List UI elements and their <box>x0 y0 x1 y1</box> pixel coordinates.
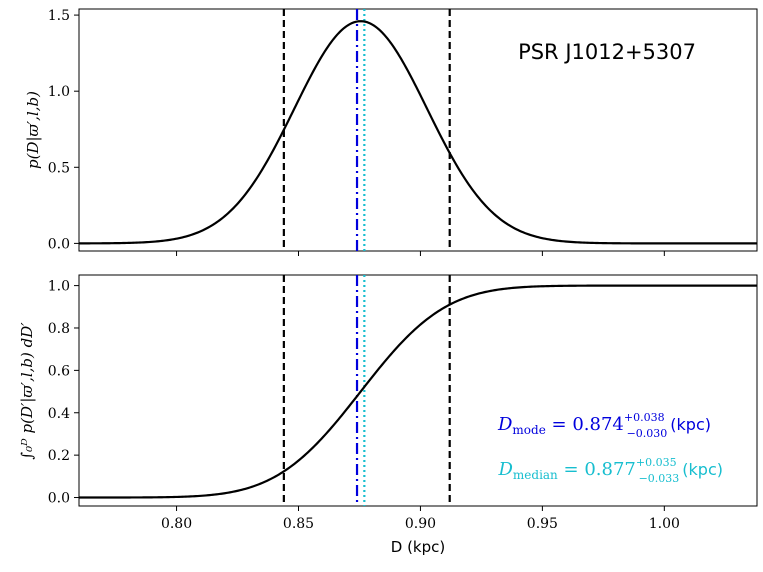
pdf-y-tick-label: 1.0 <box>48 84 70 100</box>
cdf-y-tick-label: 1.0 <box>48 279 70 295</box>
cdf-x-tick-label: 0.80 <box>161 516 192 532</box>
cdf-x-axis-ticks: 0.80 0.85 0.90 0.95 1.00 <box>161 506 680 532</box>
median-annotation: Dmedian = 0.877+0.035 −0.033 (kpc) <box>497 456 723 485</box>
cdf-x-tick-label: 0.85 <box>283 516 314 532</box>
median-symbol: D <box>497 459 513 480</box>
pdf-y-tick-label: 0.0 <box>48 236 70 252</box>
pdf-y-axis-ticks: 0.0 0.5 1.0 1.5 <box>48 8 79 252</box>
pulsar-name-title: PSR J1012+5307 <box>518 40 696 64</box>
median-subscript: median <box>513 468 558 482</box>
pdf-reference-lines <box>282 9 451 251</box>
mode-annotation: Dmode = 0.874+0.038 −0.030 (kpc) <box>497 411 711 440</box>
cdf-reference-lines <box>282 275 451 506</box>
cdf-y-tick-label: 0.4 <box>48 406 70 422</box>
pdf-panel-frame <box>78 8 758 252</box>
pdf-y-tick-label: 1.5 <box>48 8 70 24</box>
pdf-y-tick-label: 0.5 <box>48 160 70 176</box>
cdf-curve <box>79 284 757 499</box>
cdf-panel: 0.00.20.40.60.81.0 0.80 0.85 0.90 0.95 1.00 … <box>18 274 758 556</box>
cdf-x-tick-label: 0.95 <box>527 516 558 532</box>
x-axis-label: D (kpc) <box>391 538 445 556</box>
pdf-curve <box>79 20 757 245</box>
mode-lower-error: −0.030 <box>627 427 668 440</box>
cdf-y-tick-label: 0.2 <box>48 448 70 464</box>
pdf-x-axis-ticks <box>176 251 665 256</box>
mode-value: = 0.874 <box>546 414 624 435</box>
cdf-y-tick-label: 0.8 <box>48 321 70 337</box>
pdf-panel: 0.0 0.5 1.0 1.5 PSR J1012+5307 p(D|ϖ′,l,b) <box>24 8 758 256</box>
pdf-y-axis-label: p(D|ϖ′,l,b) <box>24 91 42 169</box>
median-upper-error: +0.035 <box>636 456 677 469</box>
cdf-x-tick-label: 1.00 <box>649 516 680 532</box>
mode-unit: (kpc) <box>670 415 711 434</box>
median-lower-error: −0.033 <box>639 472 680 485</box>
median-unit: (kpc) <box>682 460 723 479</box>
mode-upper-error: +0.038 <box>624 411 665 424</box>
cdf-panel-frame <box>78 274 758 507</box>
cdf-y-tick-label: 0.0 <box>48 491 70 507</box>
cdf-y-tick-label: 0.6 <box>48 363 70 379</box>
cdf-y-axis-ticks: 0.0 0.2 0.4 0.6 0.8 1.0 <box>48 279 79 507</box>
mode-symbol: D <box>497 414 513 435</box>
mode-subscript: mode <box>512 423 545 437</box>
cdf-x-tick-label: 0.90 <box>405 516 436 532</box>
cdf-y-axis-label: ∫₀ᴰ p(D′|ϖ′,l,b) dD′ <box>18 322 36 460</box>
median-value: = 0.877 <box>558 459 636 480</box>
